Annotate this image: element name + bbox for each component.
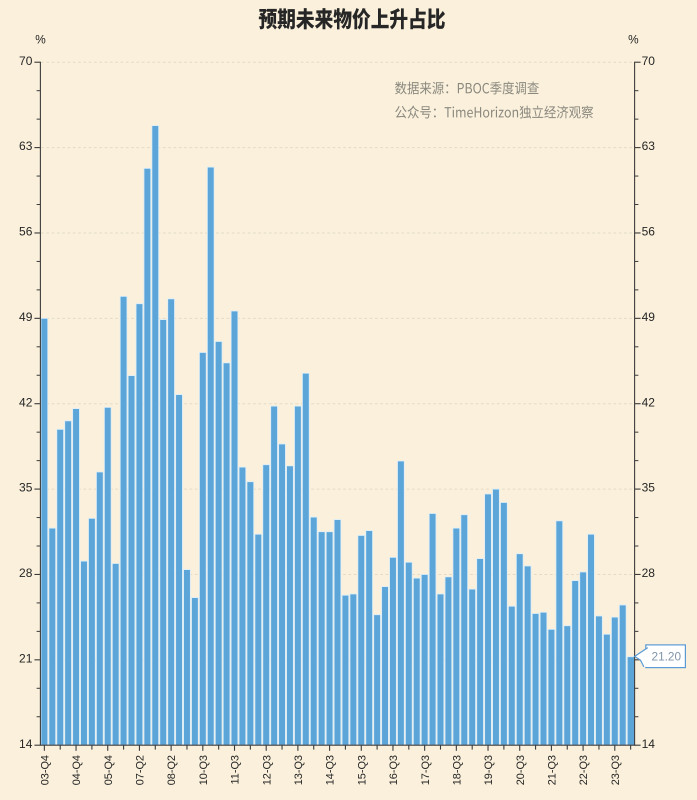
svg-text:56: 56: [642, 225, 656, 239]
svg-text:49: 49: [19, 310, 33, 324]
svg-text:28: 28: [642, 566, 656, 580]
svg-text:16-Q3: 16-Q3: [388, 755, 400, 785]
svg-text:%: %: [35, 32, 46, 46]
svg-text:42: 42: [642, 395, 656, 409]
svg-text:14: 14: [19, 737, 33, 751]
svg-text:14: 14: [642, 737, 656, 751]
svg-text:08-Q2: 08-Q2: [166, 755, 178, 785]
svg-text:03-Q4: 03-Q4: [39, 755, 51, 785]
svg-text:04-Q4: 04-Q4: [71, 755, 83, 785]
svg-text:14-Q3: 14-Q3: [325, 755, 337, 785]
svg-text:21.20: 21.20: [652, 650, 682, 664]
svg-text:19-Q3: 19-Q3: [483, 755, 495, 785]
svg-text:10-Q3: 10-Q3: [198, 755, 210, 785]
svg-text:15-Q3: 15-Q3: [356, 755, 368, 785]
svg-text:49: 49: [642, 310, 656, 324]
svg-text:18-Q3: 18-Q3: [451, 755, 463, 785]
svg-text:63: 63: [642, 139, 656, 153]
svg-text:12-Q3: 12-Q3: [261, 755, 273, 785]
svg-text:70: 70: [19, 54, 33, 68]
svg-text:63: 63: [19, 139, 33, 153]
svg-text:35: 35: [19, 481, 33, 495]
svg-text:21-Q3: 21-Q3: [547, 755, 559, 785]
svg-text:42: 42: [19, 395, 33, 409]
svg-text:05-Q4: 05-Q4: [103, 755, 115, 785]
svg-text:07-Q2: 07-Q2: [135, 755, 147, 785]
svg-text:28: 28: [19, 566, 33, 580]
svg-text:17-Q3: 17-Q3: [420, 755, 432, 785]
svg-text:13-Q3: 13-Q3: [293, 755, 305, 785]
svg-text:56: 56: [19, 225, 33, 239]
svg-text:23-Q3: 23-Q3: [610, 755, 622, 785]
svg-text:%: %: [628, 32, 639, 46]
svg-text:21: 21: [19, 651, 33, 665]
svg-text:70: 70: [642, 54, 656, 68]
svg-text:11-Q3: 11-Q3: [230, 755, 242, 784]
svg-text:22-Q3: 22-Q3: [578, 755, 590, 785]
svg-text:35: 35: [642, 481, 656, 495]
svg-text:20-Q3: 20-Q3: [515, 755, 527, 785]
